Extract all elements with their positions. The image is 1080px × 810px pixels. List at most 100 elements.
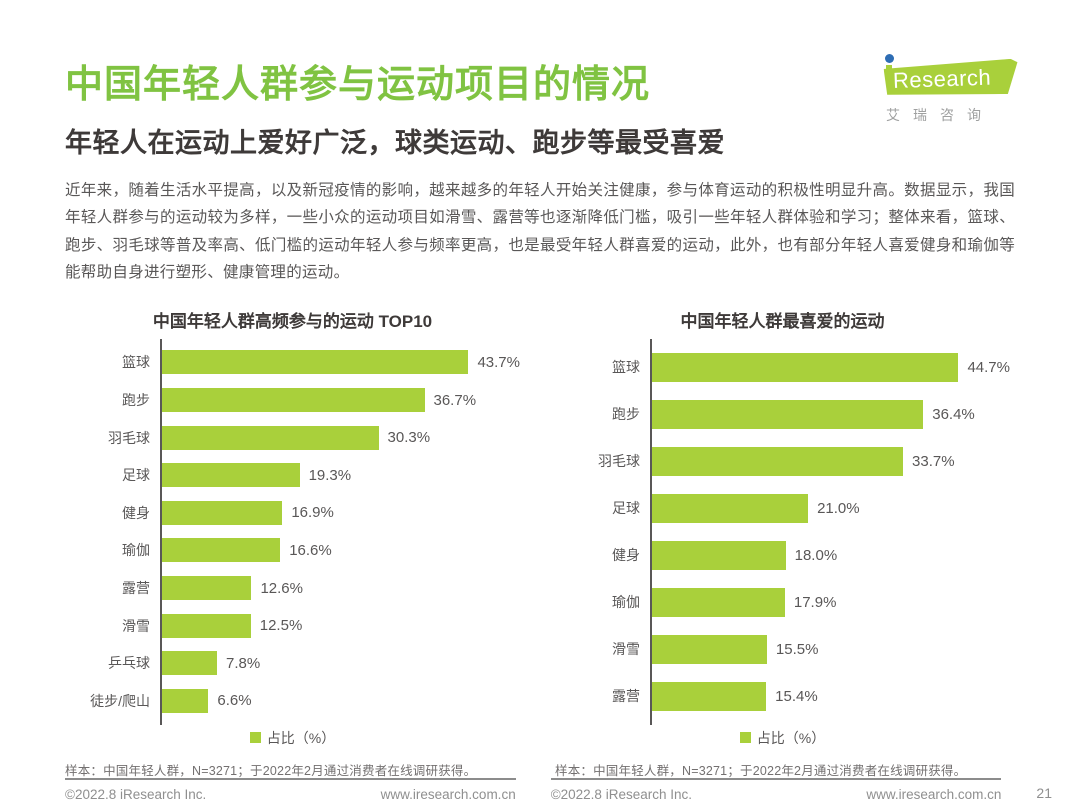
chart-legend: 占比（%） [555,728,1010,748]
legend-label: 占比（%） [266,729,336,746]
legend-swatch-icon [249,732,261,744]
logo-caption: 艾瑞咨询 [886,107,994,123]
iresearch-logo-mark: Research [872,54,1024,100]
category-label: 篮球 [612,359,640,376]
category-label: 篮球 [122,354,150,371]
bar-track: 12.6% [161,576,520,601]
value-label: 17.9% [793,593,837,611]
intro-paragraph: 近年来，随着生活水平提高，以及新冠疫情的影响，越来越多的年轻人开始关注健康，参与… [65,181,1015,282]
bar-track: 36.7% [161,388,520,413]
bar-track: 15.4% [651,681,1010,711]
category-label: 足球 [122,467,150,484]
value-label: 43.7% [477,353,520,371]
bar [161,651,217,676]
chart-favorite-sports: 中国年轻人群最喜爱的运动 篮球 44.7% 跑步 36.4% 羽毛球 33.7% 足球 21.… [555,307,1010,779]
bar-row: 乒乓球 7.8% [65,644,520,682]
chart-high-frequency-sports: 中国年轻人群高频参与的运动 TOP10 篮球 43.7% 跑步 36.7% 羽毛球 30.… [65,307,520,779]
bar [161,388,425,413]
value-label: 33.7% [912,452,955,470]
website-text: www.iresearch.com.cn [866,787,1002,802]
value-label: 19.3% [308,466,352,484]
bar [161,576,252,601]
value-label: 36.7% [433,391,477,409]
value-label: 21.0% [817,499,860,517]
legend-label: 占比（%） [756,729,826,746]
bar-track: 36.4% [651,399,1010,429]
category-label: 露营 [612,688,640,705]
footer-right: ©2022.8 iResearch Inc. www.iresearch.com… [550,778,1002,802]
bar [161,538,281,563]
bar [651,634,767,664]
bar-row: 滑雪 12.5% [65,607,520,645]
category-label: 滑雪 [612,641,640,658]
category-label: 羽毛球 [108,429,150,446]
bar-track: 12.5% [161,613,520,638]
category-label: 瑜伽 [612,594,640,611]
bar-row: 瑜伽 16.6% [65,532,520,570]
bar [651,493,809,523]
sample-note: 样本：中国年轻人群，N=3271；于2022年2月通过消费者在线调研获得。 [65,763,477,778]
bar-row: 露营 12.6% [65,569,520,607]
value-label: 12.5% [259,617,303,635]
bar [651,399,924,429]
bar [651,681,767,711]
bar-row: 滑雪 15.5% [555,626,1010,673]
bar-row: 羽毛球 33.7% [555,438,1010,485]
bar-row: 篮球 44.7% [555,344,1010,391]
bar-track: 21.0% [651,493,1010,523]
value-label: 15.5% [775,640,819,658]
bar [651,446,904,476]
value-label: 15.4% [775,687,818,705]
bar-track: 33.7% [651,446,1010,476]
page-footer: ©2022.8 iResearch Inc. www.iresearch.com… [65,778,1052,802]
bar-row: 篮球 43.7% [65,344,520,382]
bar-row: 足球 21.0% [555,485,1010,532]
bar-track: 19.3% [161,463,520,488]
bar-track: 44.7% [651,352,1010,382]
page-number: 21 [1036,785,1052,801]
bar [161,463,300,488]
bar-row: 足球 19.3% [65,456,520,494]
value-label: 16.9% [291,504,334,522]
bar-chart: 篮球 43.7% 跑步 36.7% 羽毛球 30.3% 足球 19.3% 健身 16.9% 瑜伽 16… [65,338,520,725]
chart-title: 中国年轻人群最喜爱的运动 [680,311,885,331]
category-label: 健身 [122,504,150,521]
bar-row: 健身 18.0% [555,532,1010,579]
bar [651,587,785,617]
chart-title: 中国年轻人群高频参与的运动 TOP10 [152,311,433,331]
category-label: 瑜伽 [122,542,150,559]
website-text: www.iresearch.com.cn [380,787,516,802]
bar-track: 7.8% [161,651,520,676]
value-label: 30.3% [387,429,431,447]
value-label: 12.6% [260,579,303,597]
bar-row: 健身 16.9% [65,494,520,532]
value-label: 6.6% [217,692,252,710]
bar [161,500,283,525]
category-label: 足球 [612,500,640,517]
category-label: 露营 [122,580,150,597]
logo-i-dot-icon [885,54,894,63]
bar-track: 15.5% [651,634,1010,664]
bar-track: 6.6% [161,688,520,713]
category-label: 健身 [612,547,640,564]
copyright-text: ©2022.8 iResearch Inc. [550,787,692,802]
sample-note: 样本：中国年轻人群，N=3271；于2022年2月通过消费者在线调研获得。 [555,763,967,778]
chart-legend: 占比（%） [65,728,520,748]
page-title: 中国年轻人群参与运动项目的情况 [65,64,651,106]
value-label: 16.6% [289,541,332,559]
bar-chart: 篮球 44.7% 跑步 36.4% 羽毛球 33.7% 足球 21.0% 健身 18.0% 瑜伽 17… [555,338,1010,725]
category-label: 滑雪 [122,617,150,634]
bar-track: 16.6% [161,538,520,563]
charts-section: 中国年轻人群高频参与的运动 TOP10 篮球 43.7% 跑步 36.7% 羽毛球 30.… [65,307,1015,779]
bar [161,613,251,638]
category-label: 跑步 [122,392,150,409]
bar [161,688,209,713]
value-label: 44.7% [967,358,1010,376]
bar-row: 羽毛球 30.3% [65,419,520,457]
category-label: 跑步 [612,406,640,423]
bar-row: 徒步/爬山 6.6% [65,682,520,720]
footer-left: ©2022.8 iResearch Inc. www.iresearch.com… [65,778,516,802]
value-label: 36.4% [932,405,975,423]
bar-row: 跑步 36.4% [555,391,1010,438]
